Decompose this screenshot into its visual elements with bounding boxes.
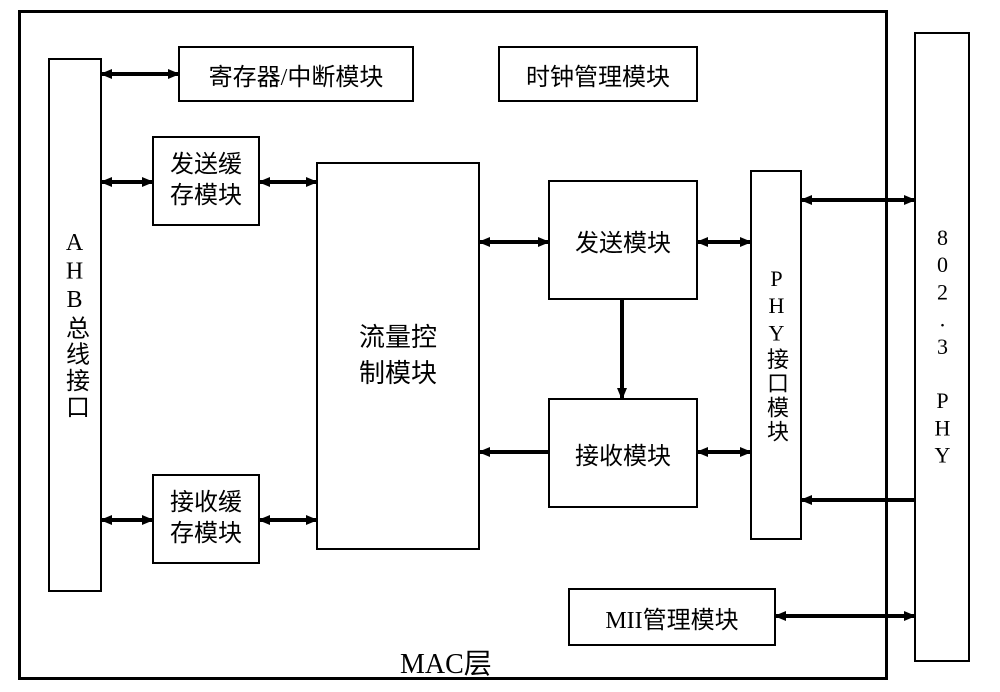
- phy-802-3: 802.3 PHY: [914, 32, 970, 662]
- register-interrupt-module: 寄存器/中断模块: [178, 46, 414, 102]
- clock-management-module: 时钟管理模块: [498, 46, 698, 102]
- reg-label: 寄存器/中断模块: [209, 57, 384, 92]
- flow-control-module: 流量控 制模块: [316, 162, 480, 550]
- mii-management-module: MII管理模块: [568, 588, 776, 646]
- tx-label: 发送模块: [575, 223, 671, 258]
- rxbuf-label: 接收缓 存模块: [170, 488, 242, 550]
- tx-buffer-module: 发送缓 存模块: [152, 136, 260, 226]
- phyif-label: PHY接口模块: [760, 266, 792, 444]
- flow-label: 流量控 制模块: [359, 320, 437, 393]
- mac-layer-label: MAC层: [400, 642, 492, 682]
- ahb-bus-interface: AHB总线接口: [48, 58, 102, 592]
- phy-label: 802.3 PHY: [929, 225, 955, 470]
- mii-label: MII管理模块: [605, 600, 738, 635]
- rx-label: 接收模块: [575, 436, 671, 471]
- diagram-canvas: MAC层 AHB总线接口 寄存器/中断模块 时钟管理模块 发送缓 存模块 接收缓…: [0, 0, 1000, 692]
- phy-interface-module: PHY接口模块: [750, 170, 802, 540]
- tx-module: 发送模块: [548, 180, 698, 300]
- txbuf-label: 发送缓 存模块: [170, 150, 242, 212]
- ahb-label: AHB总线接口: [58, 230, 93, 421]
- rx-buffer-module: 接收缓 存模块: [152, 474, 260, 564]
- clock-label: 时钟管理模块: [526, 57, 670, 92]
- rx-module: 接收模块: [548, 398, 698, 508]
